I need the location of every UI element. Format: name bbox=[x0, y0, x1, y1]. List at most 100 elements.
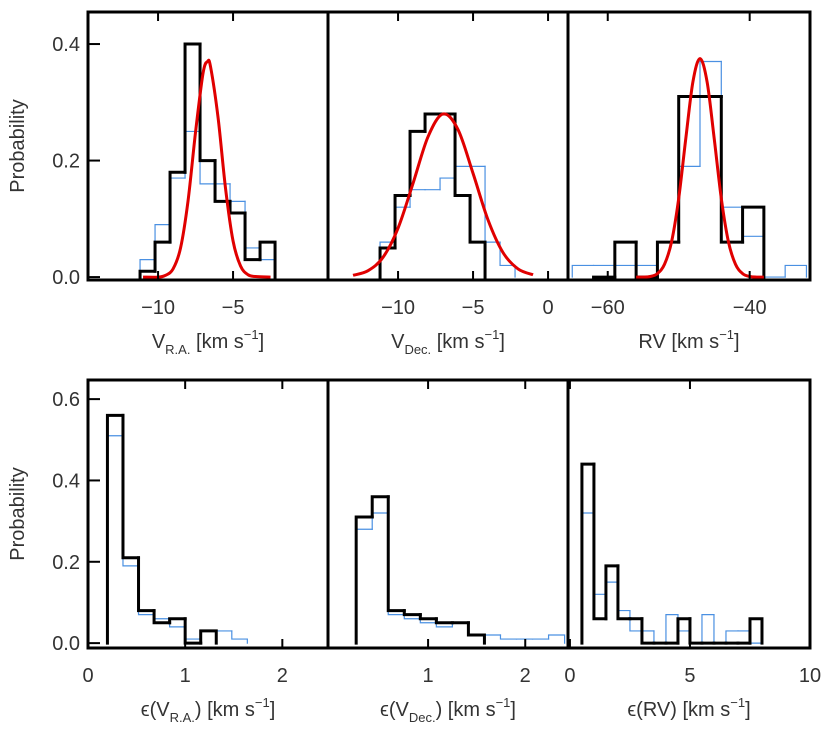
plot-area bbox=[354, 495, 566, 645]
histogram-bin bbox=[105, 413, 125, 645]
histogram-bin bbox=[213, 159, 232, 203]
y-tick-label: 0.0 bbox=[52, 267, 80, 289]
x-axis-label-sub: R.A. bbox=[165, 342, 190, 357]
x-tick-label: 5 bbox=[684, 665, 695, 687]
histogram-bin bbox=[408, 129, 427, 198]
histogram-bin bbox=[665, 614, 679, 644]
x-tick-label: 1 bbox=[423, 665, 434, 687]
histogram-bin bbox=[677, 614, 691, 632]
histogram-bin bbox=[741, 206, 765, 237]
x-axis-label-sub: Dec. bbox=[404, 342, 431, 357]
histogram-bin bbox=[168, 617, 187, 625]
histogram-bin bbox=[713, 614, 727, 644]
plot-area bbox=[571, 57, 808, 279]
histogram-bin bbox=[699, 60, 722, 167]
x-axis-label-sup: −1 bbox=[255, 695, 270, 710]
x-tick-label: −5 bbox=[222, 297, 245, 319]
histogram-bin bbox=[153, 240, 172, 273]
x-axis-label-text: ] bbox=[499, 331, 505, 353]
histogram-bin bbox=[121, 413, 141, 560]
x-axis-label: ϵ(VDec.) [km s−1] bbox=[380, 695, 516, 725]
histogram-bin bbox=[229, 183, 246, 202]
fit-curve bbox=[143, 58, 271, 279]
x-axis-label-text: [km s bbox=[431, 331, 484, 353]
x-axis-label-sup: −1 bbox=[719, 327, 734, 342]
histogram-bin bbox=[613, 240, 638, 279]
histogram-bin bbox=[228, 199, 247, 215]
histogram-bin bbox=[258, 240, 277, 279]
histogram-bin bbox=[725, 630, 739, 644]
x-tick-label: −10 bbox=[381, 297, 415, 319]
x-axis-label-text: ] bbox=[745, 699, 751, 721]
plot-frame bbox=[326, 10, 570, 282]
x-axis-label-text: ϵ(V bbox=[380, 699, 409, 721]
histogram-bin bbox=[749, 630, 763, 644]
x-tick-label: 0 bbox=[564, 665, 575, 687]
histogram-bin bbox=[689, 630, 703, 644]
histogram-bin bbox=[748, 617, 764, 645]
histogram-bin bbox=[467, 622, 486, 636]
histogram-bin bbox=[454, 165, 471, 179]
histogram-bin bbox=[418, 613, 438, 621]
histogram-bin bbox=[354, 515, 374, 645]
histogram-bin bbox=[137, 556, 156, 613]
x-tick-label: 10 bbox=[799, 665, 821, 687]
histogram-bin bbox=[593, 512, 607, 595]
plot-area bbox=[352, 112, 534, 279]
histogram-bin bbox=[153, 614, 171, 620]
histogram-bin bbox=[634, 240, 659, 279]
x-axis-label: RV [km s−1] bbox=[638, 327, 739, 353]
histogram-bin bbox=[244, 200, 261, 249]
x-axis-label-text: ) [km s bbox=[195, 699, 255, 721]
y-tick-label: 0.0 bbox=[52, 633, 80, 655]
x-axis-label-text: ] bbox=[259, 331, 265, 353]
plot-area bbox=[105, 413, 248, 645]
histogram-bin bbox=[571, 264, 595, 278]
x-axis-label: ϵ(VR.A.) [km s−1] bbox=[141, 695, 276, 725]
x-axis-label-sup: −1 bbox=[496, 695, 511, 710]
x-axis-label-text: ϵ(V bbox=[141, 699, 170, 721]
histogram-bin bbox=[640, 617, 656, 645]
histogram-bin bbox=[468, 194, 487, 279]
histogram-bin bbox=[423, 112, 442, 133]
x-axis-label: VDec. [km s−1] bbox=[391, 327, 505, 357]
y-tick-label: 0.2 bbox=[52, 151, 80, 173]
histogram-bin bbox=[393, 194, 412, 250]
histogram-bin bbox=[581, 512, 595, 644]
histogram-bin bbox=[138, 269, 157, 279]
plot-frame bbox=[86, 10, 330, 282]
y-axis-label: Probability bbox=[7, 467, 29, 560]
histogram-bin bbox=[439, 177, 456, 191]
histogram-bin bbox=[688, 617, 704, 645]
histogram-bin bbox=[653, 630, 667, 644]
x-tick-label: 2 bbox=[277, 665, 288, 687]
x-tick-label: −60 bbox=[591, 297, 625, 319]
histogram-bin bbox=[387, 512, 405, 616]
histogram-bin bbox=[784, 264, 808, 278]
histogram-bin bbox=[168, 170, 187, 244]
x-axis-label: VR.A. [km s−1] bbox=[152, 327, 264, 357]
histogram-bin bbox=[183, 42, 202, 174]
x-axis-label-sub: R.A. bbox=[170, 710, 195, 725]
histogram-bin bbox=[604, 564, 620, 621]
x-axis-label-sup: −1 bbox=[244, 327, 259, 342]
plot-frame bbox=[566, 378, 812, 650]
x-axis-label-text: ϵ(RV) [km s bbox=[627, 699, 730, 721]
x-axis-label-text: ) [km s bbox=[436, 699, 496, 721]
histogram-bin bbox=[137, 565, 155, 616]
histogram-bin bbox=[199, 130, 216, 185]
x-axis-label-sub: Dec. bbox=[409, 710, 436, 725]
histogram-bin bbox=[198, 42, 217, 163]
fit-curve bbox=[352, 112, 534, 277]
histogram-bin bbox=[231, 630, 248, 644]
x-tick-label: −5 bbox=[462, 297, 485, 319]
x-tick-label: 2 bbox=[520, 665, 531, 687]
histogram-bin bbox=[259, 247, 276, 278]
x-axis-label-text: V bbox=[152, 331, 166, 353]
fit-curve bbox=[636, 57, 764, 279]
x-axis-label-sup: −1 bbox=[485, 327, 500, 342]
x-tick-label: −40 bbox=[733, 297, 767, 319]
histogram-bin bbox=[355, 528, 373, 644]
histogram-bin bbox=[616, 564, 632, 621]
